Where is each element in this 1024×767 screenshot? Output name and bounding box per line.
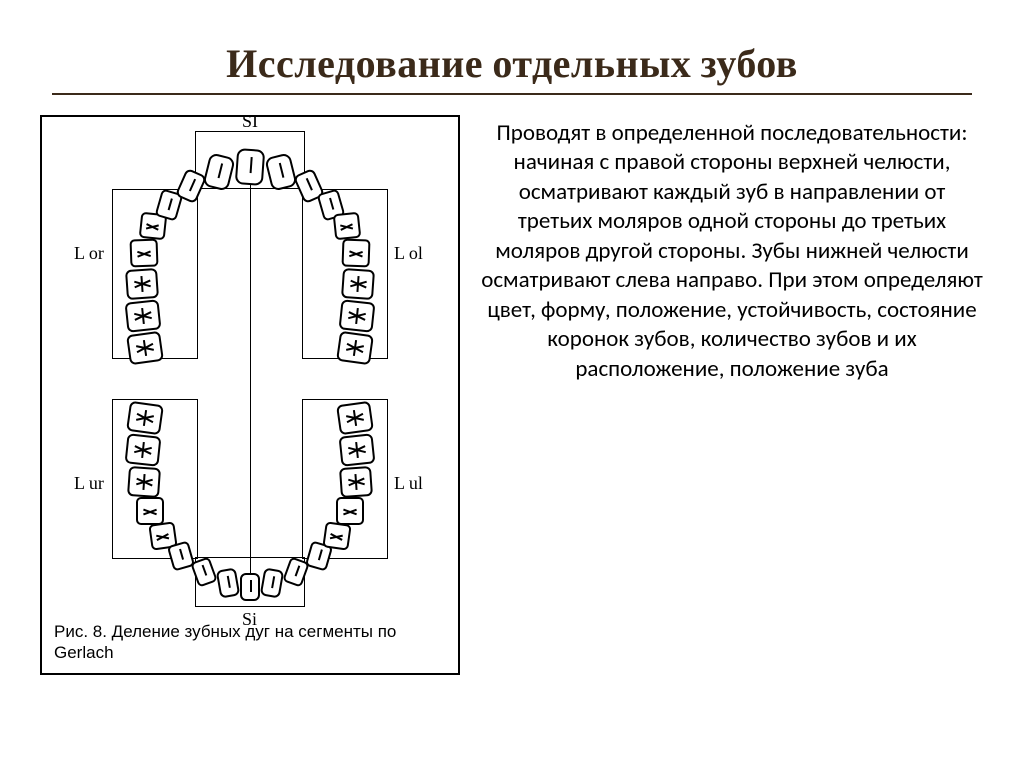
- upper-tooth-8: [235, 148, 265, 186]
- content-row: SIL orL olL urL ulSi Рис. 8. Деление зуб…: [40, 115, 984, 675]
- upper-tooth-13: [342, 239, 371, 268]
- upper-tooth-0: [126, 331, 164, 365]
- lower-tooth-12: [322, 521, 351, 550]
- lower-tooth-1: [125, 433, 162, 466]
- lower-tooth-3: [136, 497, 164, 525]
- figure-caption: Рис. 8. Деление зубных дуг на сегменты п…: [54, 621, 434, 664]
- upper-tooth-2: [125, 268, 159, 300]
- lower-tooth-13: [336, 497, 364, 525]
- upper-tooth-12: [333, 212, 362, 241]
- label-Lur: L ur: [74, 473, 104, 494]
- lower-tooth-16: [336, 401, 374, 435]
- title-underline: [52, 93, 972, 95]
- upper-tooth-15: [339, 299, 376, 332]
- label-Lul: L ul: [394, 473, 423, 494]
- body-text: Проводят в определенной последовательнос…: [480, 115, 984, 384]
- slide: Исследование отдельных зубов SI L or L ol L…: [0, 0, 1024, 767]
- label-Lor: L or: [74, 243, 104, 264]
- label-Lol: L ol: [394, 243, 423, 264]
- upper-tooth-3: [130, 239, 159, 268]
- figure-box: SIL orL olL urL ulSi Рис. 8. Деление зуб…: [40, 115, 460, 675]
- dental-arch-diagram: SIL orL olL urL ulSi: [50, 125, 450, 605]
- upper-tooth-1: [125, 299, 162, 332]
- slide-title: Исследование отдельных зубов: [40, 40, 984, 87]
- lower-tooth-8: [240, 573, 260, 601]
- lower-tooth-15: [339, 433, 376, 466]
- label-SI-top: SI: [242, 111, 258, 132]
- lower-tooth-2: [127, 466, 161, 498]
- midline-axis: [250, 151, 251, 601]
- upper-tooth-16: [336, 331, 374, 365]
- upper-tooth-14: [341, 268, 375, 300]
- lower-tooth-0: [126, 401, 164, 435]
- lower-tooth-14: [339, 466, 373, 498]
